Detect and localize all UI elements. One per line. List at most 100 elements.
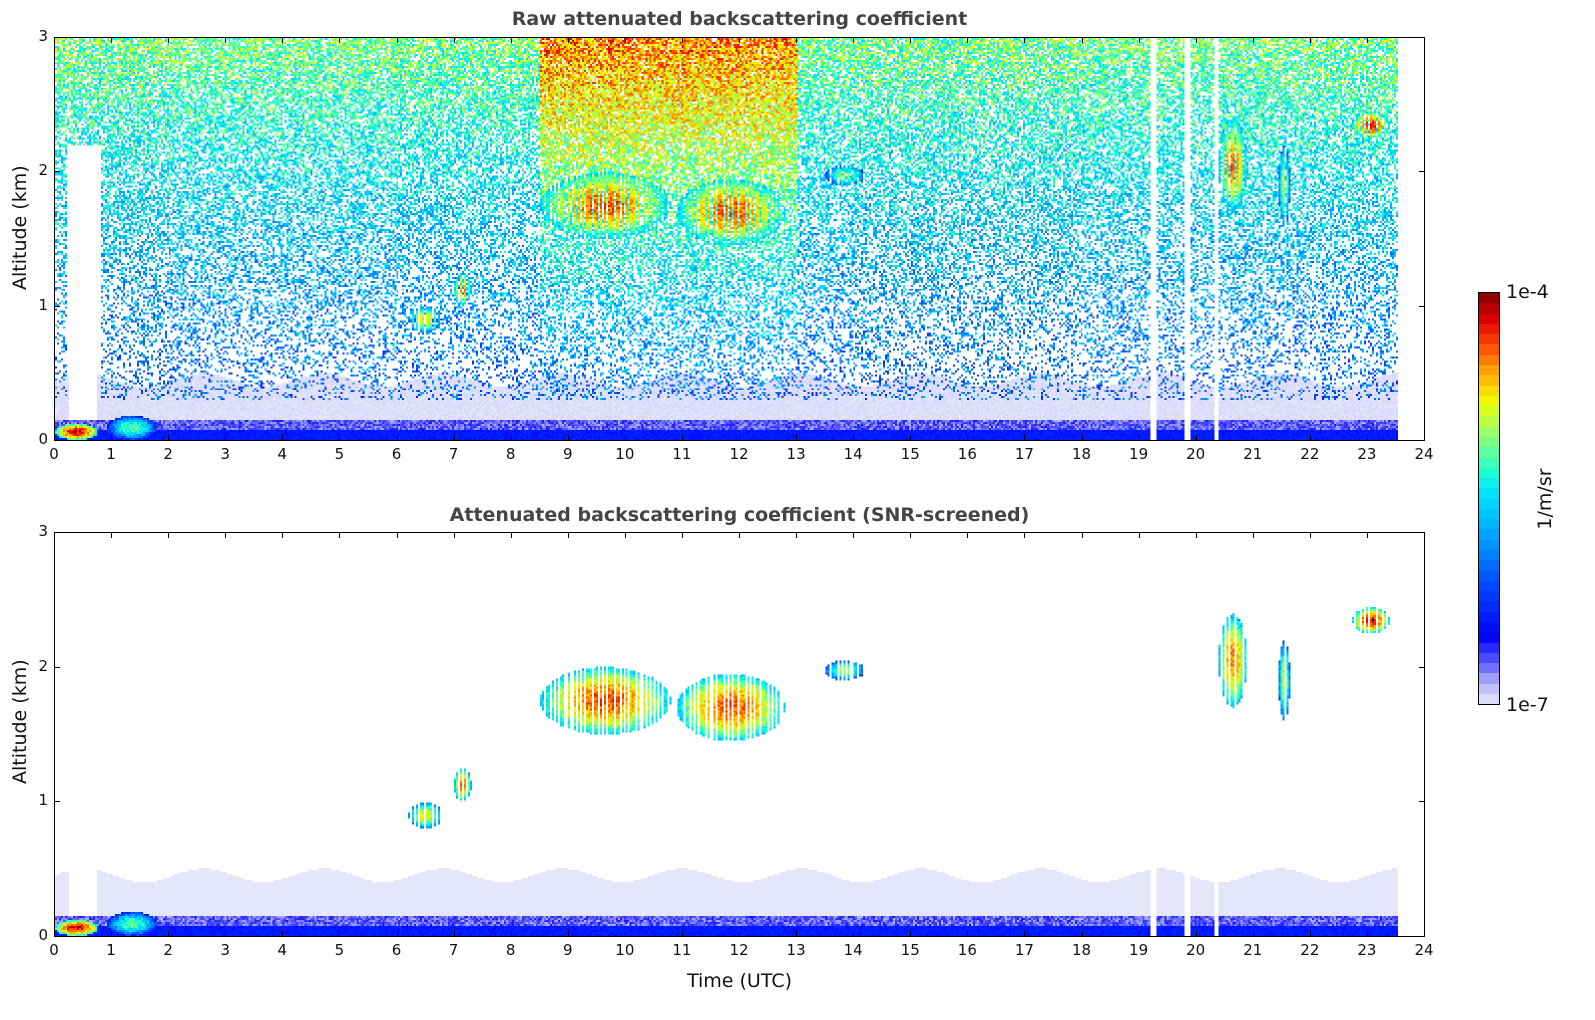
x-tick-mark (111, 931, 113, 937)
x-tick-mark (739, 931, 740, 937)
colorbar-segment (1479, 303, 1499, 314)
colorbar-segment (1479, 457, 1499, 468)
x-tick-mark (567, 435, 569, 441)
heatmap-canvas (55, 38, 1424, 440)
x-tick-mark (1138, 37, 1140, 43)
y-tick-mark (1419, 305, 1425, 307)
x-tick-mark (1024, 435, 1026, 441)
x-tick-mark (282, 532, 284, 538)
x-tick-label: 9 (562, 941, 573, 959)
x-tick-label: 24 (1414, 445, 1434, 463)
x-tick-label: 13 (786, 445, 806, 463)
x-tick-mark (1138, 435, 1140, 441)
x-tick-mark (1252, 931, 1254, 937)
x-tick-mark (54, 931, 55, 937)
x-tick-mark (1195, 37, 1197, 43)
x-tick-mark (796, 435, 798, 441)
colorbar-segment (1479, 601, 1499, 612)
top-chart-title: Raw attenuated backscattering coefficien… (511, 8, 968, 30)
x-tick-mark (1366, 37, 1368, 43)
y-tick-mark (54, 37, 60, 38)
x-tick-mark (967, 931, 969, 937)
colorbar-segment (1479, 313, 1499, 324)
x-tick-mark (396, 435, 398, 441)
colorbar-segment (1479, 611, 1499, 622)
x-tick-label: 2 (163, 445, 173, 463)
x-tick-mark (739, 532, 740, 538)
x-tick-label: 15 (900, 941, 920, 959)
x-tick-mark (910, 37, 912, 43)
bottom-y-axis-label: Altitude (km) (9, 659, 31, 784)
colorbar-segment (1479, 663, 1499, 674)
x-tick-mark (1309, 931, 1311, 937)
x-tick-mark (1424, 931, 1425, 937)
colorbar-max-label: 1e-4 (1506, 281, 1549, 303)
x-tick-mark (1366, 532, 1368, 538)
x-tick-mark (967, 37, 969, 43)
x-tick-mark (168, 931, 170, 937)
colorbar-segment (1479, 385, 1499, 396)
colorbar-segment (1479, 467, 1499, 479)
y-tick-mark (1419, 801, 1425, 803)
x-tick-label: 21 (1243, 941, 1263, 959)
x-tick-mark (853, 532, 855, 538)
x-tick-mark (1081, 37, 1083, 43)
y-tick-mark (54, 171, 60, 173)
x-tick-mark (453, 435, 455, 441)
x-tick-label: 14 (843, 445, 863, 463)
x-tick-mark (1424, 435, 1425, 441)
x-tick-mark (396, 532, 398, 538)
bottom-chart-title: Attenuated backscattering coefficient (S… (449, 504, 1030, 526)
x-tick-label: 20 (1186, 941, 1206, 959)
x-tick-label: 8 (505, 445, 516, 463)
x-tick-mark (1024, 532, 1026, 538)
y-tick-mark (1419, 37, 1425, 38)
colorbar-segment (1479, 642, 1499, 653)
y-tick-mark (1419, 532, 1425, 533)
x-tick-mark (1024, 931, 1026, 937)
y-tick-mark (1419, 440, 1425, 441)
x-tick-mark (967, 532, 969, 538)
x-tick-label: 18 (1071, 445, 1092, 463)
x-tick-label: 3 (220, 941, 231, 959)
x-tick-mark (739, 37, 740, 43)
colorbar-segment (1479, 447, 1499, 458)
x-tick-label: 17 (1014, 941, 1034, 959)
y-tick-mark (1419, 171, 1425, 173)
top-y-axis-label: Altitude (km) (9, 165, 31, 290)
x-tick-mark (339, 37, 341, 43)
x-tick-mark (567, 931, 569, 937)
colorbar-segment (1479, 416, 1499, 427)
x-tick-label: 0 (49, 445, 59, 463)
colorbar-segment (1479, 344, 1499, 355)
x-tick-mark (168, 435, 170, 441)
x-tick-mark (796, 37, 798, 43)
x-tick-label: 4 (277, 941, 288, 959)
x-tick-label: 22 (1300, 941, 1320, 959)
x-tick-mark (567, 37, 569, 43)
x-tick-label: 3 (220, 445, 231, 463)
x-tick-mark (225, 532, 227, 538)
colorbar-segment (1479, 693, 1499, 705)
x-tick-mark (1195, 435, 1197, 441)
x-tick-mark (739, 435, 740, 441)
x-tick-mark (225, 435, 227, 441)
x-tick-mark (54, 37, 55, 43)
x-tick-mark (681, 435, 683, 441)
x-tick-mark (510, 37, 512, 43)
x-tick-label: 19 (1129, 941, 1149, 959)
x-tick-label: 10 (615, 445, 635, 463)
x-tick-label: 8 (505, 941, 516, 959)
colorbar-min-label: 1e-7 (1506, 694, 1549, 716)
colorbar-segment (1479, 406, 1499, 417)
x-tick-mark (453, 532, 455, 538)
y-tick-mark (54, 532, 60, 533)
colorbar-segment (1479, 560, 1499, 571)
x-tick-label: 12 (729, 941, 749, 959)
x-tick-mark (910, 532, 912, 538)
y-tick-label: 2 (38, 161, 48, 180)
colorbar-segment (1479, 334, 1499, 345)
colorbar-segment (1479, 539, 1499, 551)
colorbar-segment (1479, 570, 1499, 581)
x-tick-label: 16 (957, 445, 977, 463)
